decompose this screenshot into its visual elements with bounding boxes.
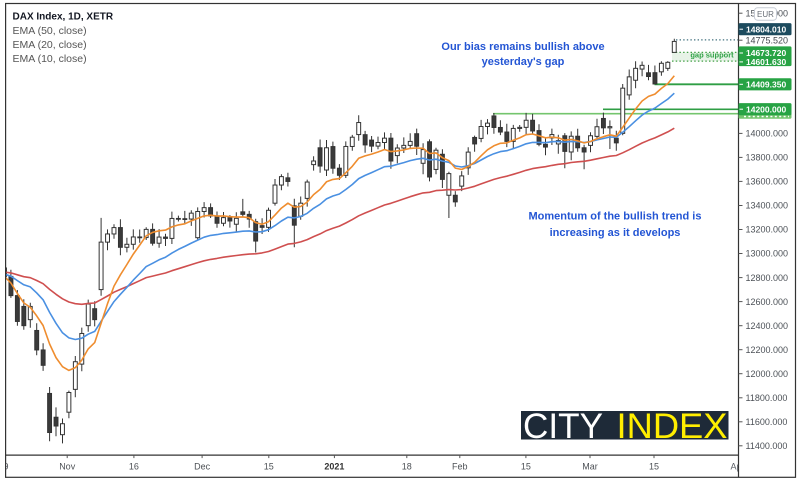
svg-text:13800.000: 13800.000: [746, 153, 789, 163]
svg-text:EUR: EUR: [757, 10, 774, 19]
svg-text:11600.000: 11600.000: [746, 417, 788, 427]
svg-text:INDEX: INDEX: [617, 407, 728, 446]
svg-text:13200.000: 13200.000: [746, 225, 789, 235]
svg-text:14000.000: 14000.000: [746, 129, 789, 139]
svg-text:EMA (10, close): EMA (10, close): [13, 53, 87, 65]
svg-text:12600.000: 12600.000: [746, 297, 789, 307]
svg-text:14601.630: 14601.630: [746, 57, 786, 67]
svg-text:15: 15: [264, 462, 274, 472]
svg-text:Apr: Apr: [730, 462, 744, 472]
svg-text:increasing as it develops: increasing as it develops: [550, 227, 681, 239]
svg-text:12200.000: 12200.000: [746, 345, 789, 355]
svg-text:EMA (20, close): EMA (20, close): [13, 39, 87, 51]
svg-text:15: 15: [649, 462, 659, 472]
svg-text:14409.350: 14409.350: [746, 79, 786, 89]
svg-text:CITY: CITY: [523, 407, 603, 446]
svg-text:DAX Index, 1D, XETR: DAX Index, 1D, XETR: [13, 12, 114, 23]
svg-text:Mar: Mar: [582, 462, 598, 472]
svg-text:13400.000: 13400.000: [746, 201, 789, 211]
svg-text:11400.000: 11400.000: [746, 441, 788, 451]
svg-text:Our bias remains bullish above: Our bias remains bullish above: [441, 41, 604, 53]
svg-text:14775.520: 14775.520: [746, 35, 789, 45]
svg-text:13000.000: 13000.000: [746, 249, 789, 259]
svg-text:EMA (50, close): EMA (50, close): [13, 25, 87, 37]
svg-text:16: 16: [129, 462, 139, 472]
svg-text:12000.000: 12000.000: [746, 369, 789, 379]
svg-text:Feb: Feb: [452, 462, 468, 472]
svg-text:15: 15: [521, 462, 531, 472]
svg-text:gap support: gap support: [690, 51, 734, 60]
svg-text:14200.000: 14200.000: [746, 104, 786, 114]
svg-text:2021: 2021: [324, 462, 344, 472]
svg-text:12400.000: 12400.000: [746, 321, 789, 331]
svg-text:Dec: Dec: [194, 462, 211, 472]
svg-text:Momentum of the bullish trend: Momentum of the bullish trend is: [529, 211, 702, 223]
svg-text:13600.000: 13600.000: [746, 177, 789, 187]
svg-text:Nov: Nov: [59, 462, 76, 472]
svg-text:14804.010: 14804.010: [746, 24, 786, 34]
svg-text:19: 19: [0, 462, 9, 472]
svg-text:yesterday's gap: yesterday's gap: [482, 56, 565, 68]
svg-text:18: 18: [402, 462, 412, 472]
svg-text:11800.000: 11800.000: [746, 393, 788, 403]
svg-text:12800.000: 12800.000: [746, 273, 789, 283]
svg-text:14673.720: 14673.720: [746, 48, 786, 58]
